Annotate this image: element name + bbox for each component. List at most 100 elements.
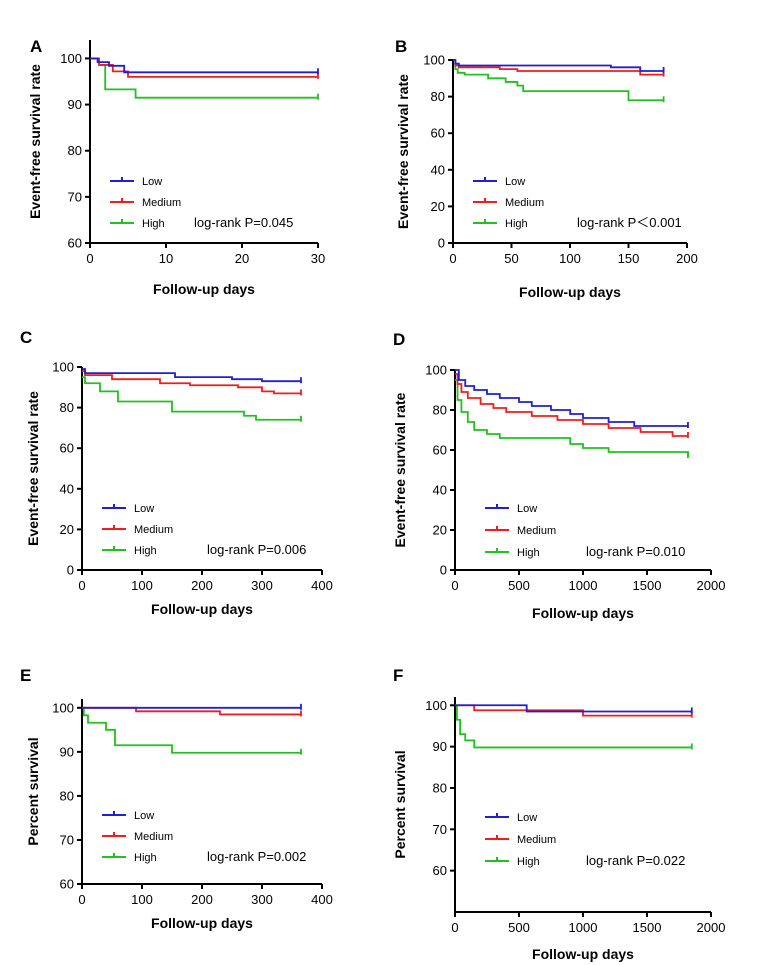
panel-B: B 0 20 40 60 80 100 0 50 100 150 200 Event-free surv…	[395, 37, 698, 300]
x-axis-title: Follow-up days	[532, 605, 634, 621]
y-tick-label: 60	[60, 441, 74, 456]
x-tick-label: 500	[508, 578, 530, 593]
y-tick-label: 80	[431, 89, 445, 104]
y-tick-label: 80	[433, 780, 447, 795]
legend-label-high: High	[142, 218, 165, 230]
panel-letter-A: A	[30, 37, 42, 56]
logrank-annotation: log-rank P=0.006	[207, 542, 306, 557]
x-tick-label: 2000	[697, 578, 726, 593]
x-tick-label: 0	[78, 892, 85, 907]
y-tick-label: 70	[60, 832, 74, 847]
km-curve-high	[82, 706, 301, 754]
logrank-annotation: log-rank P=0.022	[586, 853, 685, 868]
x-tick-label: 100	[131, 892, 153, 907]
legend-label-medium: Medium	[517, 525, 556, 537]
legend-label-low: Low	[517, 503, 537, 515]
x-tick-label: 0	[86, 251, 93, 266]
y-tick-label: 100	[423, 53, 445, 68]
y-tick-label: 0	[67, 563, 74, 578]
x-tick-label: 100	[559, 251, 581, 266]
y-tick-label: 80	[68, 143, 82, 158]
legend-label-low: Low	[505, 176, 525, 188]
y-tick-label: 40	[433, 483, 447, 498]
y-tick-label: 100	[52, 700, 74, 715]
y-tick-label: 90	[60, 744, 74, 759]
x-tick-label: 0	[449, 251, 456, 266]
logrank-annotation: log-rank P=0.002	[207, 849, 306, 864]
y-tick-label: 80	[60, 400, 74, 415]
legend-label-high: High	[134, 852, 157, 864]
x-tick-label: 400	[311, 578, 333, 593]
km-curve-medium	[82, 370, 301, 395]
x-axis-title: Follow-up days	[153, 281, 255, 297]
legend-label-high: High	[134, 545, 157, 557]
x-tick-label: 10	[159, 251, 173, 266]
y-tick-label: 60	[433, 863, 447, 878]
x-axis-title: Follow-up days	[519, 284, 621, 300]
x-tick-label: 20	[235, 251, 249, 266]
y-tick-label: 70	[68, 189, 82, 204]
panel-letter-E: E	[20, 666, 31, 685]
x-tick-label: 100	[131, 578, 153, 593]
legend-label-medium: Medium	[505, 197, 544, 209]
km-curve-low	[82, 368, 301, 383]
x-tick-label: 50	[504, 251, 518, 266]
x-tick-label: 150	[618, 251, 640, 266]
km-curve-high	[82, 376, 301, 421]
y-tick-label: 80	[60, 788, 74, 803]
y-tick-label: 90	[433, 739, 447, 754]
x-axis-title: Follow-up days	[532, 946, 634, 962]
y-tick-label: 100	[425, 363, 447, 378]
y-tick-label: 40	[60, 481, 74, 496]
y-tick-label: 100	[52, 360, 74, 375]
y-tick-label: 100	[425, 698, 447, 713]
x-tick-label: 200	[191, 892, 213, 907]
legend-label-low: Low	[134, 810, 154, 822]
logrank-annotation: log-rank P=0.045	[194, 215, 293, 230]
x-tick-label: 1500	[633, 920, 662, 935]
km-curve-medium	[455, 373, 688, 437]
km-curve-low	[90, 57, 318, 74]
panel-letter-C: C	[20, 328, 32, 347]
panel-letter-D: D	[393, 330, 405, 349]
km-curve-low	[453, 59, 664, 72]
km-curve-low	[455, 369, 688, 427]
legend-label-medium: Medium	[134, 831, 173, 843]
km-curve-high	[455, 704, 692, 749]
y-tick-label: 60	[433, 443, 447, 458]
x-tick-label: 0	[78, 578, 85, 593]
y-tick-label: 80	[433, 403, 447, 418]
x-axis-title: Follow-up days	[151, 601, 253, 617]
y-axis-title: Event-free survival rate	[395, 74, 411, 229]
km-curve-medium	[455, 704, 692, 717]
y-tick-label: 90	[68, 97, 82, 112]
legend-label-high: High	[505, 218, 528, 230]
x-tick-label: 1500	[633, 578, 662, 593]
x-tick-label: 0	[451, 920, 458, 935]
y-axis-title: Event-free survival rate	[27, 64, 43, 219]
x-tick-label: 0	[451, 578, 458, 593]
km-curve-high	[90, 57, 318, 99]
legend-label-high: High	[517, 856, 540, 868]
y-tick-label: 40	[431, 162, 445, 177]
y-tick-label: 20	[60, 522, 74, 537]
x-tick-label: 400	[311, 892, 333, 907]
x-tick-label: 300	[251, 578, 273, 593]
x-tick-label: 1000	[569, 920, 598, 935]
panel-letter-B: B	[395, 37, 407, 56]
x-tick-label: 200	[191, 578, 213, 593]
panel-C: C 0 20 40 60 80 100 0 100 200 300 400 Event-free sur…	[20, 328, 333, 617]
x-tick-label: 30	[311, 251, 325, 266]
legend-label-low: Low	[142, 176, 162, 188]
panel-letter-F: F	[393, 666, 403, 685]
km-curve-low	[455, 704, 692, 713]
x-tick-label: 200	[676, 251, 698, 266]
y-tick-label: 0	[440, 563, 447, 578]
y-axis-title: Percent survival	[25, 737, 41, 845]
y-tick-label: 20	[431, 199, 445, 214]
legend-label-high: High	[517, 547, 540, 559]
panel-E: E 60 70 80 90 100 0 100 200 300 400 Percent surviva…	[20, 666, 333, 931]
km-curve-medium	[90, 57, 318, 78]
